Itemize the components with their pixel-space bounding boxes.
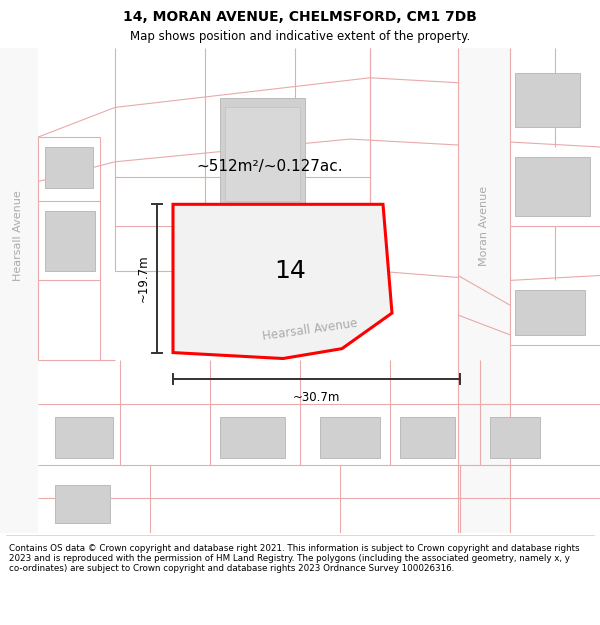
Bar bbox=[400, 417, 455, 458]
Text: 14: 14 bbox=[274, 259, 306, 282]
Bar bbox=[225, 107, 300, 201]
Text: ~30.7m: ~30.7m bbox=[293, 391, 340, 404]
Text: 14, MORAN AVENUE, CHELMSFORD, CM1 7DB: 14, MORAN AVENUE, CHELMSFORD, CM1 7DB bbox=[123, 9, 477, 24]
Text: ~19.7m: ~19.7m bbox=[137, 254, 149, 302]
Bar bbox=[490, 417, 540, 458]
Text: Moran Avenue: Moran Avenue bbox=[479, 186, 489, 266]
Bar bbox=[55, 485, 110, 522]
Bar bbox=[320, 417, 380, 458]
Polygon shape bbox=[458, 48, 510, 532]
Text: Map shows position and indicative extent of the property.: Map shows position and indicative extent… bbox=[130, 30, 470, 43]
Bar bbox=[55, 417, 113, 458]
Polygon shape bbox=[0, 48, 38, 532]
Text: ~512m²/~0.127ac.: ~512m²/~0.127ac. bbox=[197, 159, 343, 174]
Bar bbox=[515, 73, 580, 127]
Polygon shape bbox=[0, 317, 600, 396]
Bar bbox=[515, 290, 585, 335]
Text: Contains OS data © Crown copyright and database right 2021. This information is : Contains OS data © Crown copyright and d… bbox=[9, 544, 580, 573]
Text: Hearsall Avenue: Hearsall Avenue bbox=[13, 191, 23, 281]
Bar bbox=[230, 206, 340, 290]
Bar bbox=[45, 211, 95, 271]
Text: Hearsall Avenue: Hearsall Avenue bbox=[262, 317, 358, 343]
Bar bbox=[220, 98, 305, 216]
Polygon shape bbox=[173, 204, 392, 359]
Bar bbox=[45, 147, 93, 189]
Bar bbox=[220, 417, 285, 458]
Bar bbox=[515, 157, 590, 216]
